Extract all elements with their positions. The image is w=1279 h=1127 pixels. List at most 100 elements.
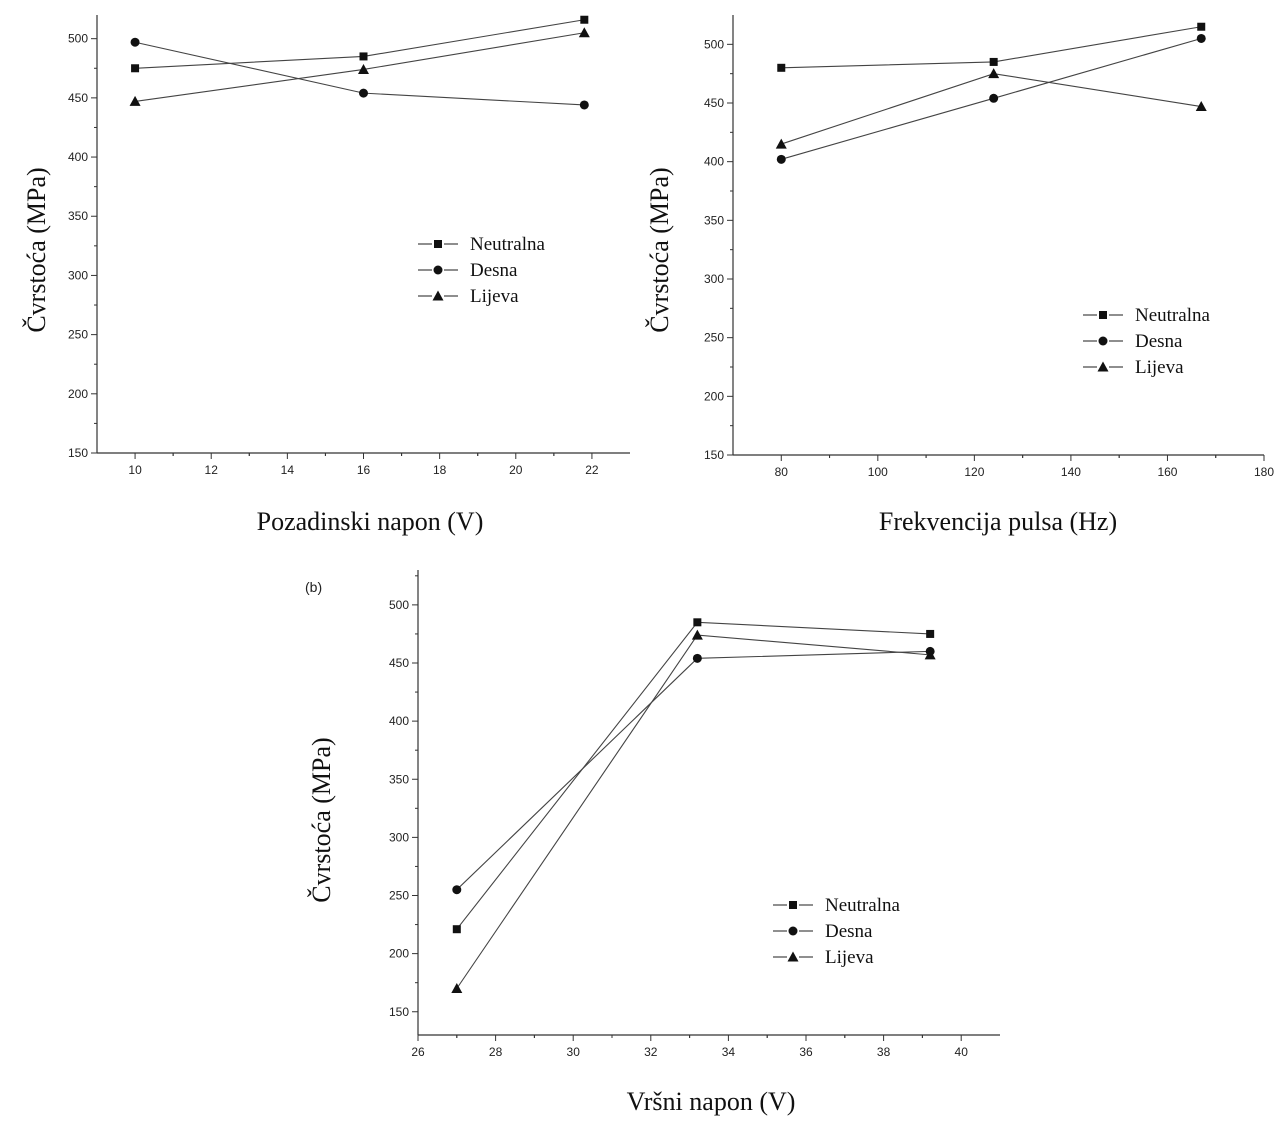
data-point-lijeva [451, 983, 463, 993]
legend-marker-neutralna [1099, 311, 1107, 319]
y-tick-label: 350 [704, 213, 724, 227]
y-tick-label: 300 [704, 272, 724, 286]
x-axis-label: Frekvencija pulsa (Hz) [879, 507, 1117, 536]
chart-strength-vs-pulse-frequency: 150 200 250 300 350 400 450 500 80 100 120 140 160 18… [645, 15, 1274, 536]
series-desna [776, 33, 1206, 164]
series-neutralna [131, 15, 589, 73]
y-tick-label: 400 [68, 150, 88, 164]
legend-item-neutralna: Neutralna [773, 895, 900, 916]
x-tick-label: 14 [281, 463, 295, 477]
data-point-lijeva [1195, 101, 1207, 112]
x-tick-label: 36 [799, 1045, 813, 1059]
x-tick-label: 20 [509, 463, 523, 477]
series-line-lijeva [781, 73, 1202, 145]
legend-label: Lijeva [470, 286, 519, 307]
y-tick-label: 350 [68, 209, 88, 223]
series-neutralna [452, 618, 935, 934]
x-tick-label: 10 [128, 463, 142, 477]
y-tick-label: 300 [68, 268, 88, 282]
y-tick-label: 500 [68, 32, 88, 46]
panel-label: (b) [305, 579, 322, 595]
legend-item-desna: Desna [418, 260, 518, 281]
x-tick-label: 80 [775, 465, 789, 479]
x-tick-label: 40 [955, 1045, 969, 1059]
data-point-lijeva [358, 63, 369, 74]
series-neutralna [777, 22, 1206, 72]
data-point-neutralna [1197, 22, 1206, 31]
legend-item-desna: Desna [1083, 331, 1183, 352]
data-point-lijeva [924, 649, 936, 660]
data-point-desna [989, 93, 999, 103]
data-point-desna [776, 154, 786, 164]
legend-label: Lijeva [825, 947, 874, 968]
x-tick-label: 32 [644, 1045, 658, 1059]
legend-marker-lijeva [787, 951, 799, 962]
data-point-neutralna [989, 57, 998, 66]
x-tick-label: 120 [964, 465, 984, 479]
x-tick-label: 22 [585, 463, 599, 477]
series-lijeva [451, 629, 936, 993]
legend-item-lijeva: Lijeva [773, 947, 874, 968]
legend-item-lijeva: Lijeva [1083, 357, 1184, 378]
data-point-lijeva [129, 95, 141, 106]
data-point-lijeva [578, 27, 590, 38]
legend-label: Lijeva [1135, 357, 1184, 378]
x-tick-label: 180 [1254, 465, 1274, 479]
y-tick-label: 450 [68, 91, 88, 105]
series-desna [452, 646, 935, 895]
legend-item-neutralna: Neutralna [418, 234, 545, 255]
data-point-lijeva [775, 138, 787, 149]
x-tick-label: 100 [868, 465, 888, 479]
y-tick-label: 200 [389, 947, 409, 961]
legend-label: Desna [1135, 331, 1183, 352]
legend-item-lijeva: Lijeva [418, 286, 519, 307]
legend-item-neutralna: Neutralna [1083, 305, 1210, 326]
y-tick-label: 300 [389, 830, 409, 844]
series-line-neutralna [456, 621, 931, 930]
data-point-lijeva [988, 68, 1000, 79]
x-tick-label: 28 [489, 1045, 503, 1059]
data-point-desna [1196, 33, 1206, 43]
y-tick-label: 200 [68, 387, 88, 401]
legend-marker-desna [433, 265, 443, 275]
y-axis-label: Čvrstoća (MPa) [307, 737, 336, 902]
data-point-desna [452, 885, 462, 895]
legend-marker-neutralna [434, 240, 442, 248]
legend-marker-desna [788, 926, 798, 936]
data-point-neutralna [359, 52, 368, 61]
y-tick-label: 400 [704, 155, 724, 169]
data-point-desna [130, 37, 140, 47]
y-tick-label: 500 [389, 598, 409, 612]
y-tick-label: 450 [389, 656, 409, 670]
y-tick-label: 350 [389, 772, 409, 786]
y-tick-label: 150 [704, 448, 724, 462]
y-axis-label: Čvrstoća (MPa) [22, 167, 51, 332]
data-point-neutralna [777, 63, 786, 72]
x-axis-label: Pozadinski napon (V) [257, 507, 484, 536]
legend-label: Neutralna [825, 895, 900, 916]
data-point-lijeva [691, 629, 703, 640]
series-lijeva [775, 68, 1207, 149]
x-tick-label: 38 [877, 1045, 891, 1059]
data-point-neutralna [693, 618, 702, 627]
legend-marker-lijeva [1097, 361, 1109, 372]
legend-item-desna: Desna [773, 921, 873, 942]
legend-label: Desna [470, 260, 518, 281]
legend: Neutralna Desna Lijeva [1083, 305, 1210, 378]
x-tick-label: 160 [1157, 465, 1177, 479]
y-tick-label: 250 [389, 889, 409, 903]
series-desna [130, 37, 589, 110]
legend-marker-lijeva [432, 290, 444, 301]
legend-marker-neutralna [789, 901, 797, 909]
y-tick-label: 400 [389, 714, 409, 728]
y-tick-label: 150 [68, 446, 88, 460]
legend-marker-desna [1098, 336, 1108, 346]
x-tick-label: 140 [1061, 465, 1081, 479]
data-point-desna [692, 653, 702, 663]
data-point-desna [359, 88, 368, 98]
y-axis-label: Čvrstoća (MPa) [645, 167, 674, 332]
x-tick-label: 26 [411, 1045, 425, 1059]
series-line-desna [456, 650, 931, 891]
x-tick-label: 30 [567, 1045, 581, 1059]
